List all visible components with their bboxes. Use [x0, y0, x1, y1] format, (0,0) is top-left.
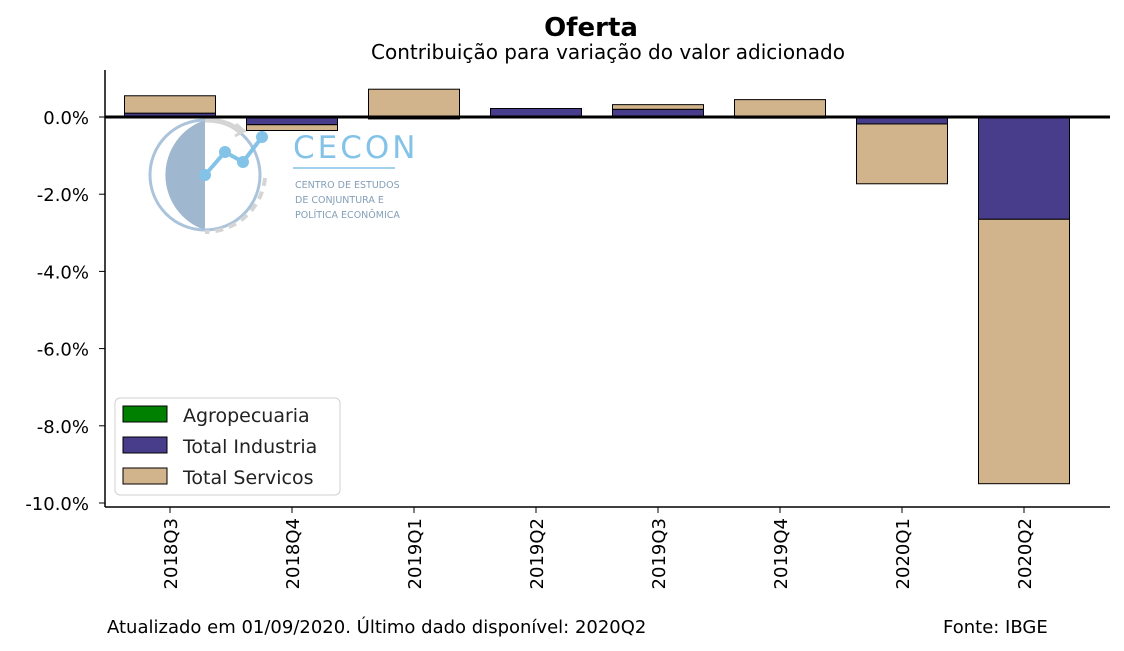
x-tick-label: 2020Q2	[1015, 518, 1036, 589]
bar-total-servicos-2018q3	[124, 95, 216, 114]
trend-line-icon	[203, 135, 264, 177]
legend-box	[114, 397, 341, 496]
cecon-logo: CECON CENTRO DE ESTUDOS DE CONJUNTURA E …	[148, 117, 418, 235]
x-ticks: 2018Q3 2018Q4 2019Q1 2019Q2 2019Q3 2019Q4 2020…	[161, 507, 1036, 589]
globe-icon	[165, 120, 205, 230]
bar-total-servicos-2019q4	[734, 99, 826, 118]
y-ticks: 0.0% -2.0% -4.0% -6.0% -8.0% -10.0%	[25, 108, 105, 515]
footer-updated: Atualizado em 01/09/2020. Último dado di…	[107, 616, 646, 638]
logo-name: CECON	[293, 130, 418, 166]
logo-line-2: DE CONJUNTURA E	[295, 195, 384, 206]
legend-label-agropecuaria: Agropecuaria	[183, 405, 310, 427]
bar-total-servicos-2020q1	[856, 123, 948, 185]
legend: Agropecuaria Total Industria Total Servi…	[114, 397, 341, 496]
x-tick-label: 2019Q1	[405, 518, 426, 589]
x-tick-label: 2018Q3	[161, 518, 182, 589]
legend-label-total-industria: Total Industria	[182, 436, 317, 458]
x-tick-label: 2019Q2	[527, 518, 548, 589]
legend-swatch-total-servicos	[122, 467, 168, 485]
chart-subtitle: Contribuição para variação do valor adic…	[371, 40, 845, 64]
legend-label-total-servicos: Total Servicos	[182, 467, 313, 489]
y-tick-label: 0.0%	[43, 108, 89, 129]
arrow-icon	[204, 117, 244, 135]
bar-total-servicos-2019q1	[368, 88, 460, 118]
bar-total-servicos-2019q3	[612, 104, 704, 110]
bar-total-servicos-2020q2	[978, 218, 1070, 485]
y-tick-label: -4.0%	[37, 262, 89, 283]
chart-title: Oferta	[544, 13, 638, 43]
bars-group	[124, 88, 1070, 485]
x-tick-label: 2019Q4	[771, 518, 792, 589]
bar-total-industria-2020q2	[978, 116, 1070, 220]
x-tick-label: 2020Q1	[893, 518, 914, 589]
footer-source: Fonte: IBGE	[943, 617, 1048, 638]
logo-line-3: POLÍTICA ECONÔMICA	[295, 209, 400, 221]
legend-swatch-total-industria	[122, 436, 168, 454]
x-tick-label: 2018Q4	[283, 518, 304, 589]
y-tick-label: -2.0%	[37, 185, 89, 206]
x-tick-label: 2019Q3	[649, 518, 670, 589]
legend-swatch-agropecuaria	[122, 405, 168, 423]
y-tick-label: -10.0%	[25, 494, 89, 515]
y-tick-label: -6.0%	[37, 340, 89, 361]
bar-total-servicos-2018q4	[246, 124, 338, 132]
logo-line-1: CENTRO DE ESTUDOS	[295, 180, 400, 191]
y-tick-label: -8.0%	[37, 417, 89, 438]
